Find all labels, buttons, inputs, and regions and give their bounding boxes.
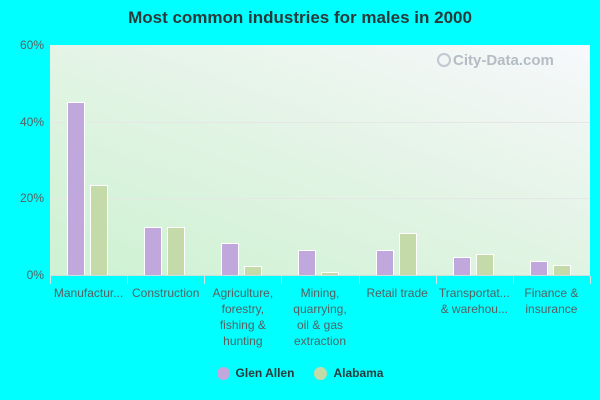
bar-alabama[interactable] xyxy=(398,233,417,275)
x-tick-label: Finance & insurance xyxy=(524,286,579,316)
x-tick-label: Agriculture, forestry, fishing & hunting xyxy=(212,286,274,348)
bar-glen-allen[interactable] xyxy=(67,102,85,275)
x-axis xyxy=(50,275,590,276)
chart-title: Most common industries for males in 2000 xyxy=(128,8,472,27)
y-tick-label: 0% xyxy=(26,268,44,282)
gridline xyxy=(50,198,590,200)
bar-glen-allen[interactable] xyxy=(298,250,317,275)
legend-dot-icon xyxy=(314,366,328,380)
x-tick xyxy=(590,276,591,284)
x-tick xyxy=(512,276,514,284)
bar-alabama[interactable] xyxy=(90,185,108,275)
bar-alabama[interactable] xyxy=(475,254,494,275)
legend-dot-icon xyxy=(216,366,230,380)
x-tick xyxy=(204,276,206,284)
bar-alabama[interactable] xyxy=(244,266,263,275)
x-tick xyxy=(50,276,51,284)
legend-label: Glen Allen xyxy=(235,366,295,380)
bar-glen-allen[interactable] xyxy=(375,250,394,275)
y-tick-label: 60% xyxy=(19,38,44,52)
x-tick-label: Transportat... & warehou... xyxy=(438,286,510,316)
x-tick xyxy=(358,276,360,284)
legend-item[interactable]: Alabama xyxy=(314,366,383,380)
legend-item[interactable]: Glen Allen xyxy=(216,366,295,380)
bar-glen-allen[interactable] xyxy=(529,261,548,275)
legend-label: Alabama xyxy=(333,366,384,380)
y-tick-label: 20% xyxy=(19,191,44,206)
legend: Glen Allen Alabama xyxy=(0,366,600,383)
x-tick xyxy=(281,276,283,284)
bar-alabama[interactable] xyxy=(167,226,186,275)
watermark: City-Data.com xyxy=(437,52,554,69)
x-tick xyxy=(127,276,129,284)
x-tick-label: Manufactur... xyxy=(53,286,124,300)
x-tick-label: Mining, quarrying, oil & gas extraction xyxy=(293,286,347,348)
plot-area: City-Data.com xyxy=(50,45,590,275)
x-tick-label: Retail trade xyxy=(366,286,428,300)
x-tick-label: Construction xyxy=(132,286,200,300)
magnifier-chart-icon xyxy=(437,53,451,67)
gridline xyxy=(50,121,590,123)
x-tick xyxy=(435,276,437,284)
y-tick-label: 40% xyxy=(19,114,44,129)
bar-glen-allen[interactable] xyxy=(144,226,163,275)
bar-alabama[interactable] xyxy=(552,265,571,275)
bar-glen-allen[interactable] xyxy=(221,243,240,275)
bar-alabama[interactable] xyxy=(321,272,340,275)
bar-glen-allen[interactable] xyxy=(452,257,471,275)
